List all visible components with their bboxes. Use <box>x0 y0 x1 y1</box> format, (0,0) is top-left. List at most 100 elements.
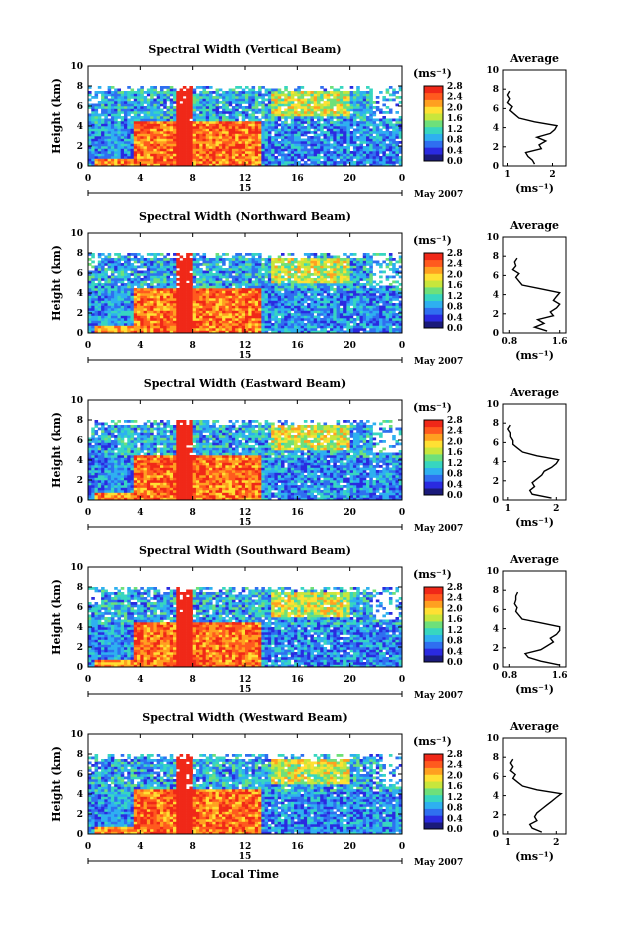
heatmap-cell <box>359 96 364 99</box>
heatmap-cell <box>280 143 285 147</box>
heatmap-cell <box>159 126 164 129</box>
heatmap-cell <box>267 303 272 306</box>
heatmap-cell <box>133 131 138 134</box>
heatmap-cell <box>254 158 259 162</box>
heatmap-cell <box>248 323 252 326</box>
heatmap-cell <box>215 156 220 159</box>
heatmap-cell <box>313 143 318 147</box>
heatmap-cell <box>101 275 105 279</box>
heatmap-cell <box>202 121 207 124</box>
heatmap-cell <box>271 325 275 329</box>
heatmap-cell <box>137 108 141 112</box>
heatmap-cell <box>97 163 102 167</box>
heatmap-cell <box>218 258 223 261</box>
heatmap-cell <box>176 106 180 109</box>
heatmap-cell <box>228 143 233 147</box>
heatmap-cell <box>156 121 161 124</box>
heatmap-cell <box>254 273 259 276</box>
heatmap-cell <box>238 111 243 114</box>
heatmap-cell <box>264 265 269 269</box>
heatmap-cell <box>127 288 131 291</box>
heatmap-cell <box>156 300 161 304</box>
heatmap-cell <box>146 143 151 147</box>
heatmap-cell <box>398 141 403 144</box>
heatmap-cell <box>323 323 328 326</box>
heatmap-cell <box>146 290 151 294</box>
heatmap-cell <box>209 293 213 296</box>
heatmap-cell <box>271 123 275 127</box>
heatmap-cell <box>169 133 174 137</box>
heatmap-cell <box>316 91 321 94</box>
heatmap-cell <box>143 330 148 334</box>
heatmap-cell <box>303 131 308 134</box>
heatmap-cell <box>199 118 203 122</box>
heatmap-cell <box>146 270 151 274</box>
heatmap-cell <box>173 300 177 304</box>
heatmap-cell <box>176 128 180 132</box>
heatmap-cell <box>343 136 347 139</box>
heatmap-cell <box>107 108 112 112</box>
heatmap-cell <box>143 113 148 117</box>
heatmap-cell <box>120 328 125 331</box>
heatmap-cell <box>277 133 282 137</box>
heatmap-cell <box>267 106 272 109</box>
heatmap-cell <box>330 128 334 132</box>
heatmap-cell <box>199 136 203 139</box>
heatmap-cell <box>130 118 135 122</box>
heatmap-cell <box>114 156 118 159</box>
heatmap-cell <box>300 303 305 306</box>
heatmap-cell <box>205 260 210 264</box>
heatmap-cell <box>300 330 305 334</box>
heatmap-cell <box>205 298 210 301</box>
heatmap-cell <box>310 283 314 286</box>
heatmap-cell <box>258 156 262 159</box>
heatmap-cell <box>182 288 187 291</box>
heatmap-cell <box>372 131 377 134</box>
heatmap-cell <box>143 275 148 279</box>
heatmap-cell <box>287 156 292 159</box>
heatmap-cell <box>379 131 383 134</box>
panel-title: Spectral Width (Northward Beam) <box>139 210 351 223</box>
heatmap-cell <box>195 143 200 147</box>
heatmap-cell <box>130 161 135 164</box>
heatmap-cell <box>117 260 122 264</box>
heatmap-cell <box>159 101 164 104</box>
heatmap-cell <box>284 278 288 281</box>
heatmap-cell <box>130 116 135 119</box>
heatmap-cell <box>346 151 350 154</box>
heatmap-cell <box>326 91 331 94</box>
heatmap-cell <box>127 153 131 157</box>
heatmap-cell <box>114 113 118 117</box>
heatmap-cell <box>290 138 295 142</box>
heatmap-cell <box>88 141 92 144</box>
heatmap-cell <box>179 318 184 321</box>
heatmap-cell <box>366 146 370 149</box>
heatmap-cell <box>349 156 354 159</box>
heatmap-cell <box>271 161 275 164</box>
heatmap-cell <box>267 113 272 117</box>
heatmap-cell <box>186 131 190 134</box>
heatmap-cell <box>123 285 128 289</box>
heatmap-cell <box>215 253 220 256</box>
heatmap-cell <box>284 88 288 92</box>
heatmap-cell <box>316 260 321 264</box>
heatmap-cell <box>316 293 321 296</box>
heatmap-cell <box>264 315 269 319</box>
heatmap-cell <box>117 148 122 152</box>
heatmap-cell <box>352 111 357 114</box>
heatmap-cell <box>300 275 305 279</box>
heatmap-cell <box>205 123 210 127</box>
heatmap-cell <box>169 123 174 127</box>
heatmap-cell <box>339 108 344 112</box>
heatmap-cell <box>192 118 197 122</box>
heatmap-cell <box>117 255 122 259</box>
heatmap-cell <box>254 96 259 99</box>
heatmap-cell <box>97 295 102 299</box>
heatmap-cell <box>156 91 161 94</box>
heatmap-cell <box>166 146 171 149</box>
heatmap-cell <box>271 163 275 167</box>
heatmap-cell <box>264 290 269 294</box>
heatmap-cell <box>156 278 161 281</box>
heatmap-cell <box>228 275 233 279</box>
heatmap-cell <box>222 146 226 149</box>
